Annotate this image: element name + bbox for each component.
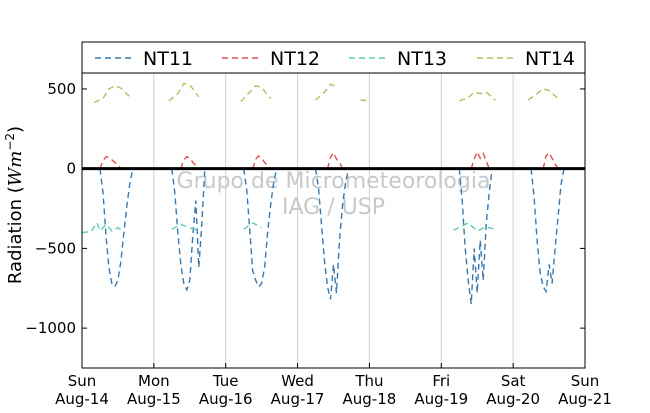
x-tick-label-day: Fri (432, 372, 450, 390)
watermark-text: Grupo de Micrometeorologia (177, 169, 491, 194)
x-tick-label-day: Tue (212, 372, 239, 390)
series-line-nt11 (99, 168, 565, 305)
y-axis: 500 0 −500 −1000 (25, 80, 585, 337)
x-tick-label-day: Mon (138, 372, 170, 390)
y-tick-label: −1000 (25, 319, 76, 337)
y-axis-label-exponent: −2 (3, 133, 17, 151)
watermark-text: IAG / USP (282, 195, 385, 220)
x-tick-label-date: Aug-21 (558, 390, 612, 408)
y-tick-label: 0 (66, 160, 76, 178)
y-axis-label-main: Radiation ( (5, 186, 26, 284)
legend-entry-nt12: NT12 (222, 48, 320, 70)
y-axis-label: Radiation (Wm−2) (3, 126, 26, 284)
x-tick-label-date: Aug-17 (271, 390, 325, 408)
series-line-nt12 (99, 150, 559, 170)
y-tick-label: 500 (47, 80, 76, 98)
y-axis-label-units: Wm (5, 151, 26, 187)
legend-label: NT14 (525, 48, 575, 70)
x-tick-label-date: Aug-20 (486, 390, 540, 408)
x-tick-label-date: Aug-18 (343, 390, 397, 408)
legend-label: NT12 (270, 48, 320, 70)
x-tick-label-date: Aug-19 (414, 390, 468, 408)
x-axis: SunAug-14MonAug-15TueAug-16WedAug-17ThuA… (55, 363, 612, 408)
x-tick-label-day: Sat (501, 372, 526, 390)
legend-label: NT11 (143, 48, 193, 70)
legend: NT11 NT12 NT13 NT14 (82, 48, 585, 74)
grid-lines (153, 73, 514, 368)
x-tick-label-date: Aug-16 (199, 390, 253, 408)
legend-entry-nt14: NT14 (477, 48, 575, 70)
legend-label: NT13 (397, 48, 447, 70)
x-tick-label-day: Sun (571, 372, 600, 390)
x-tick-label-day: Sun (68, 372, 97, 390)
y-tick-label: −500 (35, 239, 76, 257)
x-tick-label-date: Aug-14 (55, 390, 109, 408)
x-tick-label-day: Wed (281, 372, 314, 390)
legend-entry-nt11: NT11 (95, 48, 193, 70)
x-tick-label-day: Thu (354, 372, 383, 390)
legend-entry-nt13: NT13 (349, 48, 447, 70)
series-layer (82, 83, 585, 305)
plot-frame (81, 41, 586, 369)
y-axis-label-close: ) (5, 126, 26, 133)
x-tick-label-date: Aug-15 (127, 390, 181, 408)
